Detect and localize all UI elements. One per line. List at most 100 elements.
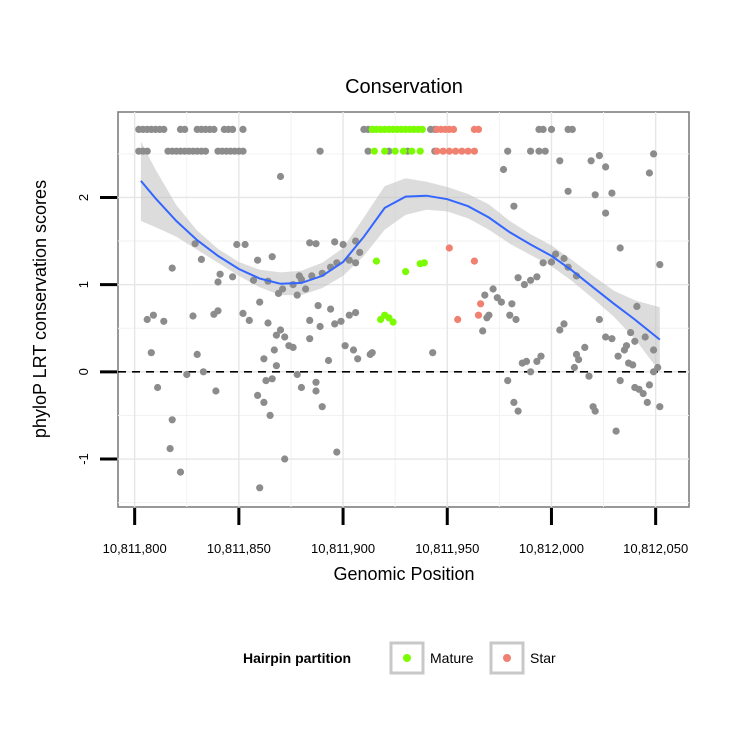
data-point-other — [249, 276, 258, 284]
data-point-other — [539, 125, 547, 133]
data-point-mature — [372, 257, 380, 265]
data-point-other — [556, 157, 564, 165]
data-point-other — [183, 370, 191, 379]
data-point-mature — [408, 147, 416, 155]
data-point-other — [552, 250, 560, 258]
data-point-other — [527, 368, 535, 376]
data-point-other — [497, 298, 505, 306]
data-point-other — [560, 320, 568, 328]
data-point-other — [216, 270, 224, 278]
data-point-other — [656, 403, 664, 411]
data-point-other — [539, 259, 547, 267]
data-point-other — [602, 209, 610, 217]
data-point-other — [331, 238, 339, 246]
y-axis-title: phyloP LRT conservation scores — [30, 180, 50, 438]
data-point-other — [289, 343, 297, 351]
data-point-other — [229, 273, 237, 281]
data-point-other — [233, 240, 241, 249]
data-point-other — [581, 343, 589, 351]
data-point-other — [349, 346, 358, 354]
data-point-other — [591, 191, 599, 199]
data-point-other — [556, 326, 564, 334]
data-point-other — [201, 147, 210, 155]
data-point-other — [245, 316, 253, 324]
y-tick-label: 0 — [76, 368, 91, 375]
data-point-other — [143, 315, 151, 324]
data-point-other — [297, 275, 305, 283]
data-point-other — [199, 368, 207, 376]
data-point-other — [485, 311, 493, 319]
data-point-other — [366, 350, 374, 358]
data-point-other — [306, 335, 314, 343]
data-point-other — [650, 368, 658, 376]
data-point-other — [510, 202, 518, 210]
data-point-star — [445, 147, 453, 155]
data-point-other — [210, 125, 218, 133]
data-point-other — [333, 448, 341, 456]
data-point-other — [352, 259, 360, 267]
data-point-other — [341, 342, 349, 350]
data-point-other — [650, 150, 658, 158]
data-point-other — [276, 326, 285, 334]
data-point-other — [641, 333, 649, 341]
data-point-other — [533, 273, 541, 281]
data-point-other — [595, 152, 604, 160]
data-point-other — [314, 302, 322, 310]
data-point-other — [535, 147, 543, 155]
data-point-other — [302, 285, 310, 293]
data-point-other — [622, 342, 631, 350]
data-point-mature — [399, 147, 408, 155]
data-point-star — [477, 300, 485, 308]
plot-panel — [117, 111, 690, 508]
data-point-star — [464, 147, 472, 155]
data-point-other — [337, 317, 345, 325]
data-point-other — [570, 363, 579, 372]
data-point-other — [639, 390, 647, 398]
data-point-other — [564, 187, 572, 195]
data-point-other — [572, 272, 581, 280]
data-point-other — [591, 407, 599, 415]
data-point-other — [629, 361, 637, 369]
data-point-other — [650, 346, 658, 354]
data-point-other — [197, 255, 205, 263]
data-point-other — [541, 147, 549, 155]
data-point-other — [514, 274, 522, 282]
data-point-other — [547, 258, 556, 266]
data-point-other — [281, 455, 289, 463]
x-tick-label: 10,812,000 — [519, 541, 584, 556]
data-point-other — [327, 305, 335, 313]
data-point-other — [364, 147, 372, 155]
data-point-other — [512, 315, 520, 324]
data-point-other — [527, 147, 535, 155]
data-point-mature — [381, 147, 389, 155]
data-point-other — [312, 378, 320, 386]
legend: Hairpin partition Mature Star — [243, 641, 556, 675]
data-point-other — [272, 331, 280, 339]
data-point-other — [520, 281, 529, 289]
data-point-other — [612, 427, 620, 435]
data-point-star — [458, 147, 466, 155]
smooth-fit-line — [140, 180, 661, 341]
x-tick-label: 10,811,800 — [103, 541, 167, 556]
data-point-other — [312, 240, 320, 248]
data-point-other — [268, 375, 276, 383]
data-point-mature — [370, 147, 378, 155]
data-point-other — [260, 355, 268, 363]
data-point-other — [272, 362, 280, 370]
data-point-other — [268, 253, 276, 261]
legend-swatch-star — [503, 654, 511, 662]
data-point-other — [645, 169, 654, 177]
data-point-mature — [391, 147, 399, 155]
data-point-other — [631, 337, 639, 345]
smooth-line-layer — [140, 180, 661, 341]
data-point-other — [212, 387, 220, 395]
data-point-other — [306, 316, 314, 324]
data-point-other — [214, 307, 222, 315]
x-axis: 10,811,800 10,811,850 10,811,900 10,811,950… — [103, 508, 688, 556]
legend-swatch-mature — [403, 654, 411, 662]
data-points-layer — [135, 125, 664, 492]
y-tick-label: -1 — [76, 453, 91, 465]
data-point-star — [474, 125, 483, 133]
data-point-star — [449, 125, 458, 133]
data-point-other — [276, 172, 285, 181]
